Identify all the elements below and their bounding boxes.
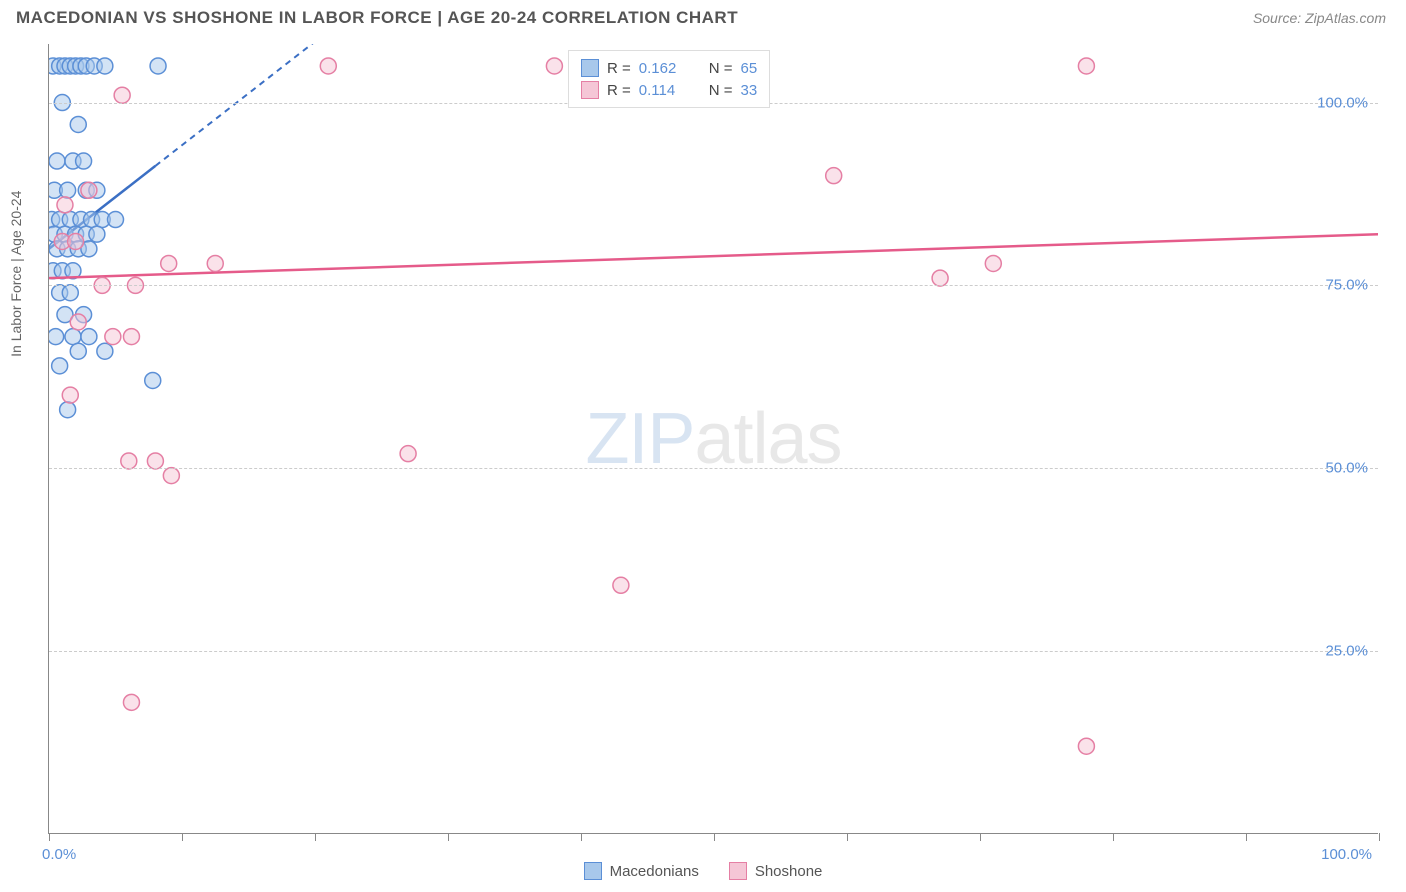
r-label: R = bbox=[607, 60, 631, 77]
data-point bbox=[613, 577, 629, 593]
trend-line bbox=[49, 234, 1378, 278]
data-point bbox=[62, 285, 78, 301]
legend-row: R = 0.162 N = 65 bbox=[581, 57, 757, 79]
data-point bbox=[932, 270, 948, 286]
x-tick bbox=[448, 833, 449, 841]
data-point bbox=[97, 343, 113, 359]
data-point bbox=[70, 343, 86, 359]
data-point bbox=[70, 314, 86, 330]
legend-swatch bbox=[581, 59, 599, 77]
y-tick-label: 75.0% bbox=[1325, 277, 1368, 294]
chart-plot-area: ZIPatlas 25.0%50.0%75.0%100.0% bbox=[48, 44, 1378, 834]
source-label: Source: ZipAtlas.com bbox=[1253, 10, 1386, 26]
gridline bbox=[49, 468, 1378, 469]
legend-label: Shoshone bbox=[755, 863, 823, 880]
data-point bbox=[105, 329, 121, 345]
data-point bbox=[1078, 58, 1094, 74]
gridline bbox=[49, 285, 1378, 286]
x-tick bbox=[847, 833, 848, 841]
x-tick bbox=[1113, 833, 1114, 841]
n-label: N = bbox=[709, 60, 733, 77]
data-point bbox=[108, 212, 124, 228]
data-point bbox=[123, 694, 139, 710]
r-value: 0.162 bbox=[639, 60, 691, 77]
data-point bbox=[60, 182, 76, 198]
x-tick bbox=[1379, 833, 1380, 841]
legend-swatch bbox=[584, 862, 602, 880]
legend-label: Macedonians bbox=[610, 863, 699, 880]
data-point bbox=[150, 58, 166, 74]
data-point bbox=[546, 58, 562, 74]
data-point bbox=[57, 197, 73, 213]
n-label: N = bbox=[709, 82, 733, 99]
legend-row: R = 0.114 N = 33 bbox=[581, 79, 757, 101]
data-point bbox=[400, 446, 416, 462]
y-axis-title: In Labor Force | Age 20-24 bbox=[8, 191, 24, 357]
x-tick bbox=[1246, 833, 1247, 841]
data-point bbox=[68, 234, 84, 250]
x-tick bbox=[581, 833, 582, 841]
data-point bbox=[145, 372, 161, 388]
scatter-plot-svg bbox=[49, 44, 1378, 833]
x-axis-min-label: 0.0% bbox=[42, 846, 76, 863]
x-tick bbox=[714, 833, 715, 841]
r-label: R = bbox=[607, 82, 631, 99]
gridline bbox=[49, 651, 1378, 652]
trend-line-dashed bbox=[155, 44, 336, 166]
data-point bbox=[1078, 738, 1094, 754]
legend-item: Shoshone bbox=[729, 862, 823, 880]
data-point bbox=[826, 168, 842, 184]
data-point bbox=[121, 453, 137, 469]
x-tick bbox=[315, 833, 316, 841]
data-point bbox=[163, 468, 179, 484]
y-tick-label: 100.0% bbox=[1317, 94, 1368, 111]
data-point bbox=[60, 402, 76, 418]
x-axis-max-label: 100.0% bbox=[1321, 846, 1372, 863]
data-point bbox=[65, 329, 81, 345]
x-tick bbox=[182, 833, 183, 841]
legend-swatch bbox=[581, 81, 599, 99]
data-point bbox=[89, 226, 105, 242]
x-tick bbox=[49, 833, 50, 841]
legend-swatch bbox=[729, 862, 747, 880]
r-value: 0.114 bbox=[639, 82, 691, 99]
legend-item: Macedonians bbox=[584, 862, 699, 880]
data-point bbox=[52, 358, 68, 374]
data-point bbox=[49, 153, 65, 169]
correlation-legend: R = 0.162 N = 65 R = 0.114 N = 33 bbox=[568, 50, 770, 108]
data-point bbox=[62, 387, 78, 403]
y-tick-label: 25.0% bbox=[1325, 643, 1368, 660]
data-point bbox=[114, 87, 130, 103]
data-point bbox=[161, 255, 177, 271]
chart-title: MACEDONIAN VS SHOSHONE IN LABOR FORCE | … bbox=[16, 8, 738, 28]
data-point bbox=[123, 329, 139, 345]
x-tick bbox=[980, 833, 981, 841]
data-point bbox=[147, 453, 163, 469]
series-legend: Macedonians Shoshone bbox=[0, 862, 1406, 880]
data-point bbox=[985, 255, 1001, 271]
data-point bbox=[81, 329, 97, 345]
data-point bbox=[207, 255, 223, 271]
data-point bbox=[49, 329, 64, 345]
data-point bbox=[320, 58, 336, 74]
data-point bbox=[76, 153, 92, 169]
data-point bbox=[97, 58, 113, 74]
n-value: 33 bbox=[741, 82, 758, 99]
data-point bbox=[70, 116, 86, 132]
n-value: 65 bbox=[741, 60, 758, 77]
y-tick-label: 50.0% bbox=[1325, 460, 1368, 477]
data-point bbox=[81, 182, 97, 198]
